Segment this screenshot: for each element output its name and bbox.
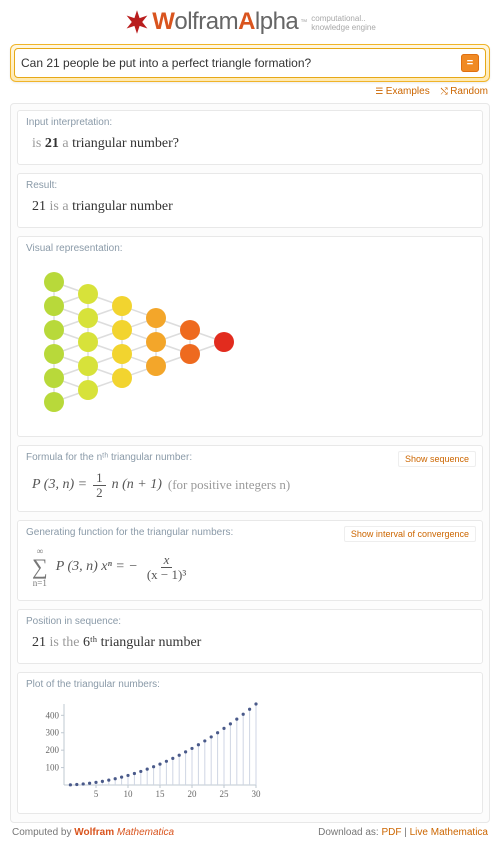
pod-body: ∞ ∑ n=1 P (3, n) xⁿ = − x(x − 1)³ (18, 542, 482, 600)
header: WolframAlpha ™ computational..knowledge … (10, 8, 490, 38)
triangular-plot: 100 200 300 400 5 10 15 20 25 30 (32, 698, 262, 803)
svg-text:25: 25 (220, 789, 230, 799)
results-container: Input interpretation: is 21 a triangular… (10, 103, 490, 823)
svg-text:300: 300 (46, 728, 60, 738)
pod-plot: Plot of the triangular numbers: 100 200 30… (17, 672, 483, 814)
pod-title: Visual representation: (18, 237, 482, 258)
pod-title: Result: (18, 174, 482, 195)
svg-text:5: 5 (94, 789, 99, 799)
pod-title: Input interpretation: (18, 111, 482, 132)
svg-text:200: 200 (46, 745, 60, 755)
pod-body (18, 258, 482, 436)
pod-body: 100 200 300 400 5 10 15 20 25 30 (18, 694, 482, 813)
pod-body: P (3, n) = 12 n (n + 1) (for positive in… (18, 467, 482, 511)
svg-text:15: 15 (156, 789, 166, 799)
download-pdf-link[interactable]: PDF (381, 827, 401, 838)
pod-generating: Show interval of convergence Generating … (17, 520, 483, 601)
search-bar (10, 44, 490, 82)
pod-position: Position in sequence: 21 is the 6ᵗʰ tria… (17, 609, 483, 664)
svg-text:400: 400 (46, 711, 60, 721)
svg-text:100: 100 (46, 763, 60, 773)
triangle-visualization (40, 268, 244, 418)
examples-link[interactable]: ☰ Examples (375, 86, 429, 97)
footer: Computed by Wolfram Mathematica Download… (10, 823, 490, 838)
logo[interactable]: WolframAlpha ™ computational..knowledge … (124, 8, 376, 36)
pod-interpretation: Input interpretation: is 21 a triangular… (17, 110, 483, 165)
pod-visual: Visual representation: (17, 236, 483, 437)
logo-star-icon (124, 9, 150, 35)
pod-body: 21 is a triangular number (18, 195, 482, 227)
pod-result: Result: 21 is a triangular number (17, 173, 483, 228)
download-links: Download as: PDF | Live Mathematica (318, 827, 488, 838)
download-live-link[interactable]: Live Mathematica (410, 827, 488, 838)
query-input[interactable] (21, 56, 461, 70)
pod-body: 21 is the 6ᵗʰ triangular number (18, 631, 482, 663)
pod-title: Position in sequence: (18, 610, 482, 631)
random-link[interactable]: ⤭ Random (440, 86, 488, 97)
pod-title: Plot of the triangular numbers: (18, 673, 482, 694)
submit-button[interactable] (461, 54, 479, 72)
sublinks: ☰ Examples ⤭ Random (10, 86, 488, 97)
pod-formula: Show sequence Formula for the nᵗʰ triang… (17, 445, 483, 512)
pod-body: is 21 a triangular number? (18, 132, 482, 164)
svg-text:20: 20 (188, 789, 198, 799)
show-interval-button[interactable]: Show interval of convergence (344, 526, 476, 542)
svg-text:10: 10 (124, 789, 134, 799)
show-sequence-button[interactable]: Show sequence (398, 451, 476, 467)
svg-text:30: 30 (252, 789, 262, 799)
tagline: computational..knowledge engine (311, 15, 376, 33)
logo-text: WolframAlpha (152, 8, 298, 36)
computed-by: Computed by Wolfram Mathematica (12, 827, 174, 838)
